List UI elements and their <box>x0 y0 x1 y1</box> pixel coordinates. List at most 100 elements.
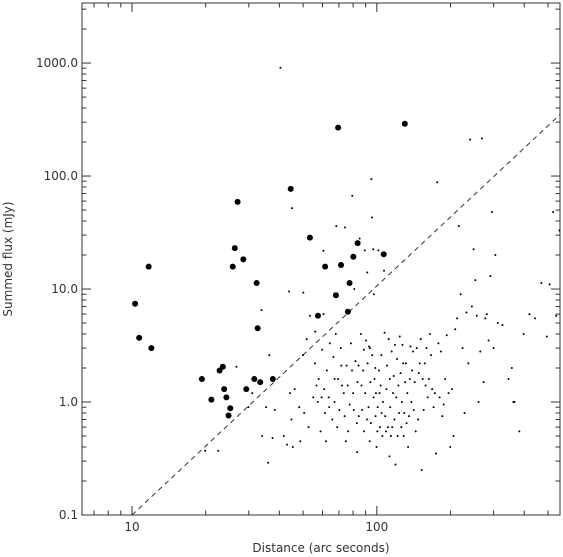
large-data-point <box>208 396 215 403</box>
small-data-point <box>345 364 348 367</box>
small-data-point <box>374 367 377 369</box>
small-data-point <box>444 377 447 380</box>
small-data-point <box>337 377 340 380</box>
large-data-point <box>306 234 313 241</box>
small-data-point <box>447 392 450 395</box>
small-data-point <box>369 347 372 350</box>
small-data-point <box>423 362 426 365</box>
small-data-point <box>432 406 435 409</box>
small-data-point <box>456 317 459 320</box>
large-data-point <box>401 120 408 127</box>
large-data-point <box>198 375 205 382</box>
small-data-point <box>463 411 466 414</box>
small-data-point <box>522 332 525 335</box>
small-data-point <box>397 384 400 387</box>
small-data-point <box>351 369 354 372</box>
small-data-point <box>410 401 413 404</box>
small-data-point <box>389 435 392 438</box>
large-data-point <box>225 412 232 419</box>
small-data-point <box>354 360 357 363</box>
large-data-point <box>322 263 329 270</box>
y-tick-label: 1.0 <box>59 395 78 409</box>
small-data-point <box>425 347 428 350</box>
large-data-point <box>136 334 143 341</box>
small-data-point <box>472 248 475 251</box>
small-data-point <box>487 339 490 342</box>
small-data-point <box>362 348 365 351</box>
large-data-point <box>148 345 155 352</box>
small-data-point <box>325 369 328 372</box>
small-data-point <box>364 392 367 395</box>
small-data-point <box>492 347 495 350</box>
large-data-point <box>251 375 258 382</box>
small-data-point <box>338 408 341 411</box>
small-data-point <box>490 211 493 214</box>
small-data-point <box>327 396 330 399</box>
small-data-point <box>282 435 285 438</box>
small-data-point <box>303 411 306 414</box>
y-tick-label: 100.0 <box>44 169 78 183</box>
large-data-point <box>337 262 344 269</box>
small-data-point <box>479 350 482 353</box>
small-data-point <box>435 452 438 455</box>
small-data-point <box>391 392 394 395</box>
large-data-point <box>227 405 234 412</box>
small-data-point <box>376 430 379 433</box>
small-data-point <box>341 384 344 387</box>
small-data-point <box>383 269 386 272</box>
large-data-point <box>335 124 342 131</box>
small-data-point <box>348 403 351 406</box>
small-data-point <box>403 411 406 414</box>
axis-ticks: 10 100 0.1 1.0 10.0 100.0 1000.0 <box>36 3 560 534</box>
large-data-point <box>243 386 250 393</box>
small-data-point <box>400 426 403 429</box>
small-data-point <box>378 426 381 429</box>
small-data-point <box>322 249 325 252</box>
small-data-point <box>415 347 418 350</box>
small-data-point <box>474 279 477 282</box>
small-data-point <box>328 342 331 345</box>
small-data-point <box>459 293 462 296</box>
small-data-point <box>395 358 398 361</box>
large-data-point <box>219 363 226 370</box>
small-data-point <box>374 415 377 418</box>
small-data-point <box>389 406 392 409</box>
small-data-point <box>288 290 291 293</box>
small-data-point <box>404 362 407 365</box>
small-data-point <box>391 426 394 429</box>
small-data-point <box>481 137 484 140</box>
small-data-point <box>342 392 345 395</box>
small-data-point <box>298 406 301 409</box>
large-data-point <box>223 394 230 401</box>
small-data-point <box>267 461 270 464</box>
x-tick-label: 100 <box>365 520 388 534</box>
small-data-point <box>388 377 391 380</box>
small-data-point <box>426 396 429 399</box>
small-data-point <box>439 350 442 353</box>
small-data-point <box>457 225 460 228</box>
small-data-point <box>528 313 531 316</box>
large-data-point <box>145 263 152 270</box>
y-tick-label: 1000.0 <box>36 56 78 70</box>
small-data-point <box>555 314 558 317</box>
large-data-point <box>253 280 260 287</box>
small-data-point <box>540 282 543 285</box>
small-data-point <box>441 415 444 418</box>
small-data-point <box>485 313 488 316</box>
small-data-point <box>409 345 412 348</box>
small-data-point <box>382 401 385 404</box>
small-data-point <box>372 248 375 251</box>
small-data-point <box>534 317 537 320</box>
small-data-point <box>302 291 305 294</box>
small-data-point <box>346 384 349 387</box>
small-data-point <box>377 249 380 252</box>
small-data-point <box>312 396 315 399</box>
small-data-point <box>384 430 387 433</box>
small-data-point <box>402 435 405 438</box>
data-points <box>132 66 561 472</box>
small-data-point <box>392 374 395 377</box>
small-data-point <box>496 322 499 325</box>
small-data-point <box>366 418 369 421</box>
small-data-point <box>390 350 393 353</box>
small-data-point <box>373 377 376 380</box>
